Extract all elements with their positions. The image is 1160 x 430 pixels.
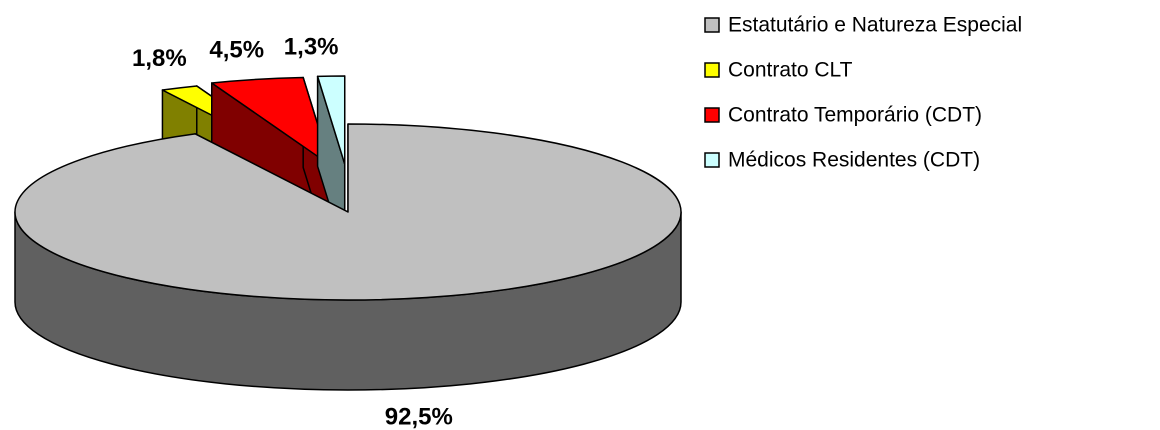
data-label: 1,8% [132,45,187,72]
legend-label: Contrato Temporário (CDT) [728,104,982,127]
legend-label: Estatutário e Natureza Especial [728,14,1022,37]
slice-top [316,75,346,165]
legend-label: Contrato CLT [728,59,853,82]
legend-swatch [704,107,720,123]
legend-swatch [704,17,720,33]
data-label: 92,5% [385,403,453,430]
legend-swatch [704,152,720,168]
legend-label: Médicos Residentes (CDT) [728,149,980,172]
data-label: 4,5% [209,37,264,64]
data-label: 1,3% [284,33,339,60]
slice-top [14,123,682,301]
slice-top [210,76,332,166]
legend-swatch [704,62,720,78]
